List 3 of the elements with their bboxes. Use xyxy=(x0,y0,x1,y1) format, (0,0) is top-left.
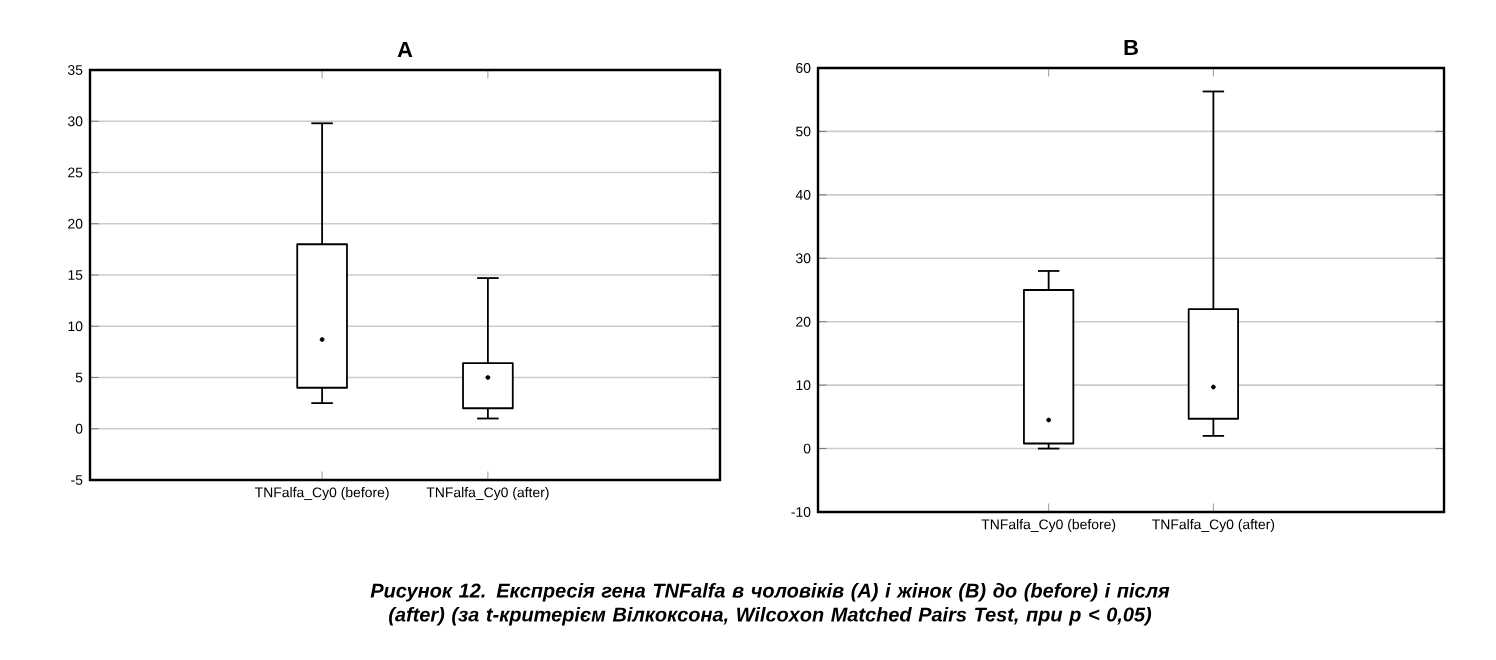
chart-title: A xyxy=(397,41,413,57)
text: Рисунок 12. Експресія гена TNFalfa в чоловіків (A) і жінок (B) до (before) і після (after) (за t-критерієм Вілкоксона, Wilcoxon Matched Pairs Test, при p < 0,05) xyxy=(370,583,1170,626)
chart-title: B xyxy=(1124,39,1138,55)
